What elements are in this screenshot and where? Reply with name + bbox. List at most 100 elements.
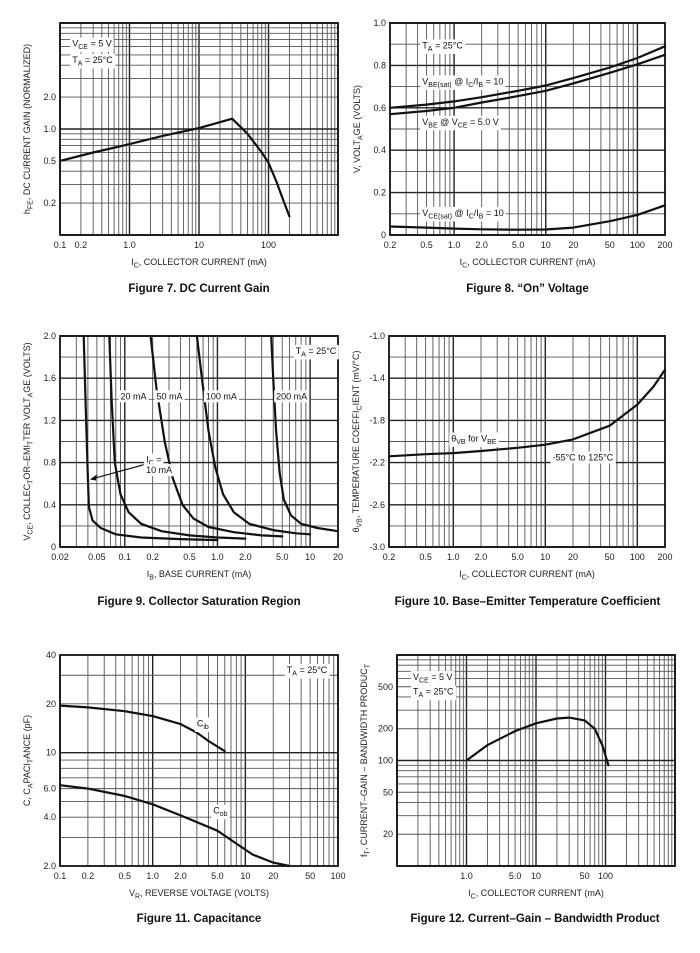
y-tick-label: 6.0 xyxy=(43,784,56,794)
x-axis-label: VR, REVERSE VOLTAGE (VOLTS) xyxy=(129,888,269,901)
annotation-text: TA​ = 25°C xyxy=(422,40,463,53)
x-tick-label: 5.0 xyxy=(211,871,224,881)
y-axis-label: VCE​, COLLECT​OR–EMIT​TER VOLTA​GE (VOLT… xyxy=(22,342,35,540)
annotation-text: TA​ = 25°C xyxy=(413,687,454,700)
x-tick-label: 20 xyxy=(268,871,278,881)
y-tick-label: 1.2 xyxy=(43,415,56,425)
annotation-text: TA​ = 25°C xyxy=(296,346,337,359)
figure-7-panel: 0.1 0.2 1.0 10 100 0.2 0.5 1.0 2.0 IC, COLLECTOR … xyxy=(0,0,350,310)
x-tick-label: 5.0 xyxy=(512,240,525,250)
series-line-4 xyxy=(270,334,340,533)
y-axis-label: fT​, CURRENT–GAIN – BANDWIDTH PRODUCT​ xyxy=(359,663,372,857)
y-tick-label: 40 xyxy=(46,650,56,660)
x-tick-label: 50 xyxy=(305,871,315,881)
figure-11-panel: 0.1 0.2 0.5 1.0 2.0 5.0 10 20 50 100 2.0 4.0 6.0 10 20… xyxy=(0,630,350,953)
x-tick-label: 0.2 xyxy=(384,240,397,250)
x-tick-label: 100 xyxy=(261,240,276,250)
series-line-0 xyxy=(58,117,291,218)
y-tick-label: 200 xyxy=(378,724,393,734)
figure-7-caption: Figure 7. DC Current Gain xyxy=(128,283,270,295)
x-tick-label: 100 xyxy=(330,871,345,881)
annotation: θVB​ for VBE​ xyxy=(449,432,499,447)
annotation: TA​ = 25°C xyxy=(411,685,457,701)
figure-7-chart: 0.1 0.2 1.0 10 100 0.2 0.5 1.0 2.0 IC, COLLECTOR … xyxy=(22,22,339,270)
x-tick-label: 20 xyxy=(568,240,578,250)
x-tick-label: 1.0 xyxy=(448,240,461,250)
plot-frame xyxy=(59,654,339,867)
annotation: TA​ = 25°C xyxy=(420,39,466,54)
y-tick-label: 0.2 xyxy=(373,188,386,198)
annotation: 10 mA xyxy=(144,464,175,477)
annotation: Cob​ xyxy=(211,804,230,820)
x-tick-label: 10 xyxy=(240,871,250,881)
x-tick-label: 0.1 xyxy=(119,552,132,562)
x-tick-label: 50 xyxy=(605,552,615,562)
y-tick-label: 0.2 xyxy=(43,198,56,208)
series-line-1 xyxy=(58,784,291,868)
x-tick-label: 50 xyxy=(605,240,615,250)
series-line-0 xyxy=(387,368,667,458)
x-tick-label: 0.2 xyxy=(75,240,88,250)
series-line-0 xyxy=(58,704,226,753)
x-tick-label: 0.2 xyxy=(383,552,396,562)
y-axis-label: hFE​, DC CURRENT GAIN (NORMALIZED) xyxy=(22,44,35,214)
arrowhead-icon xyxy=(89,474,97,481)
annotation: VCE​ = 5 V xyxy=(411,670,455,686)
y-tick-label: 100 xyxy=(378,756,393,766)
figure-12-caption: Figure 12. Current–Gain – Bandwidth Prod… xyxy=(410,913,660,925)
annotation-text: 200 mA xyxy=(276,391,307,401)
series-line-0 xyxy=(465,716,610,767)
x-tick-label: 5.0 xyxy=(276,552,289,562)
y-tick-label: 2.0 xyxy=(43,331,56,341)
x-tick-label: 10 xyxy=(541,240,551,250)
x-tick-label: 0.1 xyxy=(54,240,67,250)
x-tick-label: 2.0 xyxy=(174,871,187,881)
x-axis-label: IC, COLLECTOR CURRENT (mA) xyxy=(131,257,267,270)
x-tick-label: 0.1 xyxy=(54,871,67,881)
x-tick-label: 0.5 xyxy=(119,871,132,881)
series-line-0 xyxy=(388,45,667,109)
y-tick-label: -1.4 xyxy=(369,373,385,383)
x-tick-label: 2.0 xyxy=(239,552,252,562)
x-axis-label: IC, COLLECTOR CURRENT (mA) xyxy=(460,257,596,270)
x-tick-label: 10 xyxy=(540,552,550,562)
series-line-2 xyxy=(388,204,667,231)
annotation: TA​ = 25°C xyxy=(70,53,116,69)
annotation: VBE(sat)​ @ IC​/IB​ = 10 xyxy=(420,75,506,90)
y-tick-label: 1.0 xyxy=(43,124,56,134)
y-tick-label: 0.5 xyxy=(43,156,56,166)
y-tick-label: 0 xyxy=(381,230,386,240)
annotation: VCE​ = 5 V xyxy=(70,37,114,53)
x-axis-label: IB, BASE CURRENT (mA) xyxy=(147,569,252,582)
annotation: TA​ = 25°C xyxy=(293,344,339,360)
annotation-text: Cib​ xyxy=(197,718,209,731)
grid xyxy=(59,654,339,867)
annotation-text: TA​ = 25°C xyxy=(287,665,328,678)
figure-11-chart: 0.1 0.2 0.5 1.0 2.0 5.0 10 20 50 100 2.0 4.0 6.0 10 20… xyxy=(22,650,346,901)
y-axis-label: C, CA​PACIT​ANCE (pF) xyxy=(22,715,35,806)
figure-9-chart: 0.02 0.05 0.1 0.2 0.5 1.0 2.0 5.0 10 20 0 0.4 0.8 1.2… xyxy=(22,331,343,582)
series-line-2 xyxy=(149,334,284,538)
annotation-text: VCE(sat)​ @ IC​/IB​ = 10 xyxy=(422,208,503,221)
annotation-text: 100 mA xyxy=(206,391,237,401)
x-axis-label: IC, COLLECTOR CURRENT (mA) xyxy=(468,888,604,901)
y-tick-label: 0.4 xyxy=(43,500,56,510)
x-tick-label: 20 xyxy=(568,552,578,562)
y-tick-label: 2.0 xyxy=(43,92,56,102)
annotation-text: Cob​ xyxy=(213,806,227,819)
annotation: -55°C to 125°C xyxy=(550,451,616,464)
y-tick-label: 0.8 xyxy=(43,458,56,468)
y-tick-label: 50 xyxy=(383,787,393,797)
x-tick-label: 0.5 xyxy=(420,240,433,250)
x-tick-label: 100 xyxy=(630,240,645,250)
y-tick-label: -1.8 xyxy=(369,415,385,425)
plot-frame xyxy=(396,654,676,867)
grid xyxy=(388,335,666,548)
annotation-text: VBE(sat)​ @ IC​/IB​ = 10 xyxy=(422,76,503,89)
series-line-0 xyxy=(82,334,219,542)
figure-10-panel: 0.2 0.5 1.0 2.0 5.0 10 20 50 100 200 -1.0 -1.4 -1.8 -… xyxy=(350,320,700,630)
figure-8-caption: Figure 8. “On” Voltage xyxy=(466,283,589,295)
figure-9-caption: Figure 9. Collector Saturation Region xyxy=(97,596,301,608)
annotation: TA​ = 25°C xyxy=(284,663,330,679)
y-tick-label: 0.8 xyxy=(373,60,386,70)
